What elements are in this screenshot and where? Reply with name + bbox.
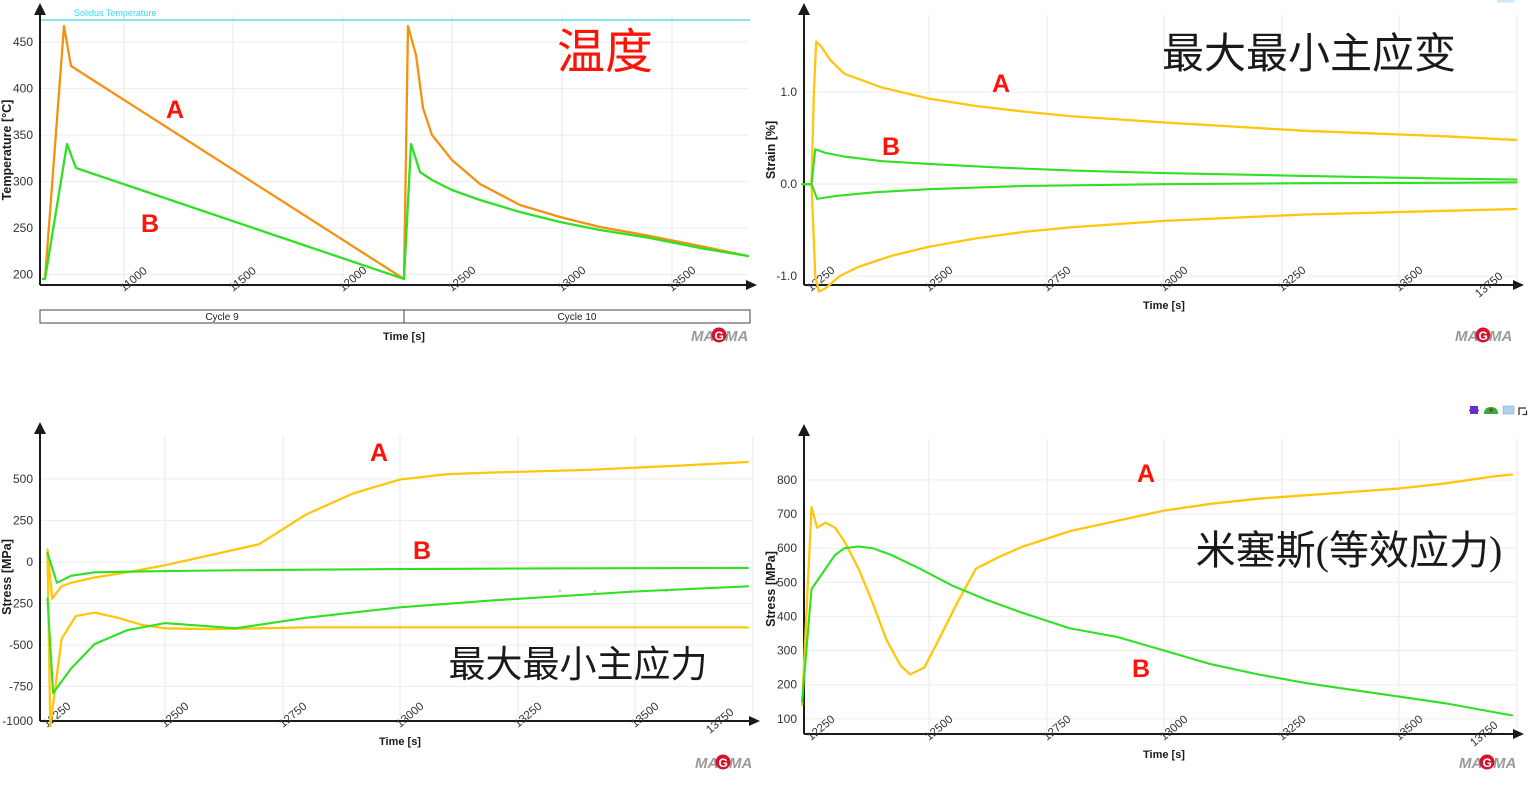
svg-text:13000: 13000 [1158, 714, 1190, 744]
svg-text:450: 450 [13, 35, 33, 49]
svg-text:G: G [1483, 756, 1492, 770]
svg-text:12250: 12250 [41, 701, 73, 731]
svg-text:最大最小主应力: 最大最小主应力 [449, 644, 708, 686]
svg-text:250: 250 [13, 221, 33, 235]
svg-text:200: 200 [777, 678, 797, 692]
svg-text:MA: MA [1459, 755, 1482, 772]
svg-text:G: G [1479, 329, 1488, 343]
svg-text:Cycle 9: Cycle 9 [205, 312, 239, 323]
svg-text:200: 200 [13, 268, 33, 282]
svg-text:350: 350 [13, 128, 33, 142]
svg-text:13000: 13000 [1158, 265, 1190, 295]
svg-text:Cycle 10: Cycle 10 [558, 312, 597, 323]
svg-text:A: A [1137, 460, 1155, 488]
svg-text:-750: -750 [9, 680, 33, 694]
svg-text:A: A [166, 96, 184, 124]
svg-text:0: 0 [26, 555, 33, 569]
svg-text:11000: 11000 [118, 265, 150, 294]
svg-text:400: 400 [777, 609, 797, 623]
svg-text:Solidus Temperature: Solidus Temperature [74, 8, 156, 18]
svg-text:300: 300 [777, 644, 797, 658]
svg-text:13500: 13500 [1393, 265, 1425, 295]
svg-text:A: A [992, 70, 1010, 98]
svg-text:MA: MA [1493, 755, 1516, 772]
svg-text:300: 300 [13, 175, 33, 189]
svg-text:0.0: 0.0 [780, 177, 797, 191]
svg-text:最大最小主应变: 最大最小主应变 [1162, 31, 1456, 78]
svg-text:Time [s]: Time [s] [379, 736, 421, 748]
svg-text:温度: 温度 [557, 26, 653, 79]
svg-text:13250: 13250 [1276, 714, 1308, 744]
svg-text:13250: 13250 [512, 701, 544, 731]
svg-text:13000: 13000 [556, 265, 588, 295]
svg-text:250: 250 [13, 514, 33, 528]
svg-text:Strain [%]: Strain [%] [764, 121, 778, 179]
svg-text:B: B [1132, 655, 1150, 683]
svg-text:500: 500 [13, 472, 33, 486]
svg-text:600: 600 [777, 541, 797, 555]
svg-text:13500: 13500 [629, 701, 661, 731]
svg-text:B: B [882, 133, 900, 161]
svg-text:-1.0: -1.0 [776, 269, 797, 283]
svg-text:MA: MA [729, 755, 752, 772]
svg-text:G: G [715, 329, 724, 343]
svg-text:700: 700 [777, 507, 797, 521]
svg-text:B: B [141, 210, 159, 238]
svg-text:11500: 11500 [227, 265, 259, 294]
svg-text:12500: 12500 [159, 701, 191, 731]
svg-text:12250: 12250 [805, 714, 837, 744]
svg-text:MA: MA [1489, 328, 1512, 345]
svg-text:米塞斯(等效应力): 米塞斯(等效应力) [1196, 528, 1503, 573]
svg-text:12750: 12750 [1041, 714, 1073, 744]
svg-text:400: 400 [13, 82, 33, 96]
svg-text:13000: 13000 [394, 701, 426, 731]
svg-text:13250: 13250 [1276, 265, 1308, 295]
svg-text:800: 800 [777, 473, 797, 487]
svg-text:12000: 12000 [337, 265, 369, 295]
svg-text:Stress [MPa]: Stress [MPa] [0, 539, 14, 615]
svg-text:100: 100 [777, 712, 797, 726]
svg-text:MA: MA [695, 755, 718, 772]
svg-text:12750: 12750 [1041, 265, 1073, 295]
svg-text:Stress [MPa]: Stress [MPa] [764, 551, 778, 627]
svg-text:MA: MA [725, 328, 748, 345]
svg-text:-500: -500 [9, 638, 33, 652]
svg-text:Time [s]: Time [s] [1143, 300, 1185, 312]
svg-text:-1000: -1000 [2, 714, 33, 728]
svg-text:12500: 12500 [923, 714, 955, 744]
svg-text:MA: MA [1455, 328, 1478, 345]
svg-text:Temperature [°C]: Temperature [°C] [0, 100, 14, 201]
svg-text:B: B [413, 537, 431, 565]
svg-text:G: G [719, 756, 728, 770]
svg-text:12500: 12500 [923, 265, 955, 295]
svg-text:1.0: 1.0 [780, 85, 797, 99]
svg-text:Time [s]: Time [s] [383, 331, 425, 343]
svg-text:12500: 12500 [446, 265, 478, 295]
svg-text:A: A [370, 439, 388, 467]
svg-text:13500: 13500 [1393, 714, 1425, 744]
svg-text:500: 500 [777, 575, 797, 589]
svg-text:MA: MA [691, 328, 714, 345]
svg-text:Time [s]: Time [s] [1143, 749, 1185, 761]
svg-text:12750: 12750 [277, 701, 309, 731]
svg-text:13500: 13500 [666, 265, 698, 295]
